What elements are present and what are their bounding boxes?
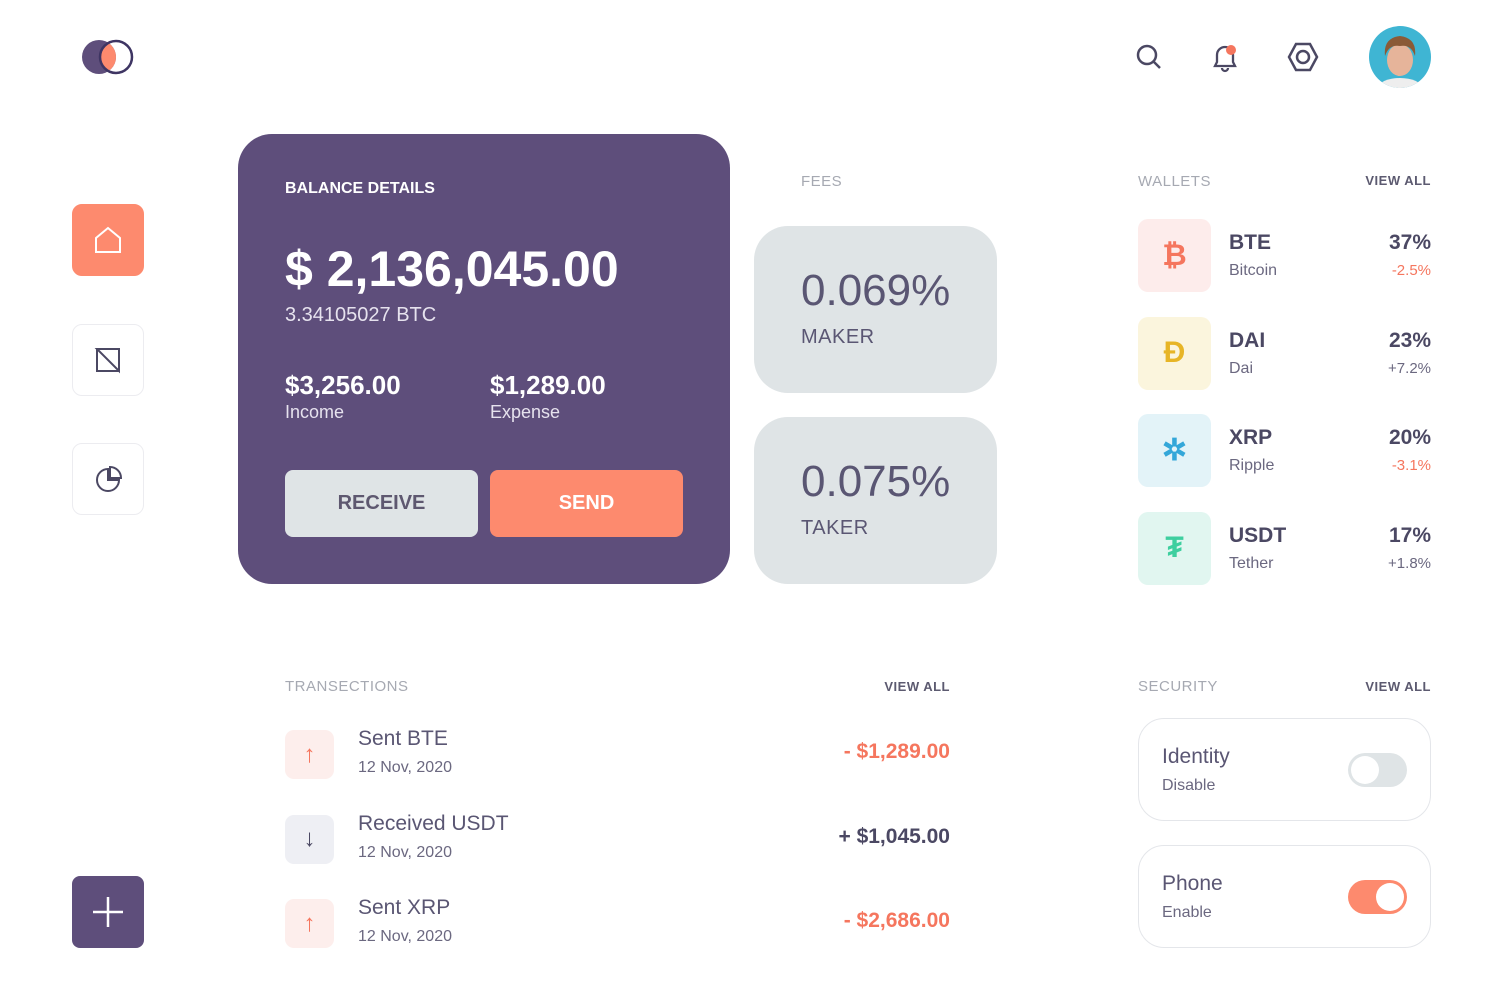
wallet-change: +1.8% [1388,554,1431,572]
security-view-all[interactable]: VIEW ALL [1365,679,1431,694]
home-icon [95,226,121,253]
arrow-up-icon: ↑ [285,899,334,948]
security-toggle[interactable] [1348,753,1407,787]
plus-icon [93,897,123,927]
wallet-symbol: XRP [1229,426,1273,449]
wallet-symbol: USDT [1229,523,1287,547]
transaction-amount: - $1,289.00 [843,740,950,763]
wallet-item[interactable]: Đ DAI Dai 23% +7.2% [1138,316,1431,391]
sidebar-item-analytics[interactable] [72,443,144,515]
xrp-coin-icon: ✲ [1138,414,1211,487]
maker-label: MAKER [801,326,875,348]
sidebar-item-exchange[interactable] [72,324,144,396]
wallet-name: Bitcoin [1229,262,1278,279]
wallet-symbol: DAI [1229,328,1266,352]
security-title: Phone [1162,872,1223,895]
wallet-percent: 23% [1388,328,1431,352]
wallet-change: +7.2% [1388,359,1431,377]
expense-label: Expense [490,402,561,422]
toggle-knob [1351,756,1379,784]
taker-fee-card: 0.075% TAKER [754,417,997,584]
exchange-icon [94,348,120,374]
security-phone-card: Phone Enable [1138,845,1431,948]
security-status: Enable [1162,904,1212,921]
security-toggle[interactable] [1348,880,1407,914]
wallets-view-all[interactable]: VIEW ALL [1365,173,1431,188]
receive-button[interactable]: RECEIVE [285,470,478,537]
expense-value: $1,289.00 [490,370,606,400]
wallet-percent: 20% [1388,426,1431,449]
bte-coin-icon: ₿ [1138,219,1211,292]
balance-card: BALANCE DETAILS $ 2,136,045.00 3.3410502… [238,134,730,584]
transaction-row[interactable]: ↑ Sent XRP 12 Nov, 2020 - $2,686.00 [285,889,950,949]
arrow-up-icon: ↑ [285,730,334,779]
transaction-title: Received USDT [358,811,509,835]
wallet-item[interactable]: ₿ BTE Bitcoin 37% -2.5% [1138,219,1431,293]
wallet-change: -2.5% [1391,262,1431,279]
wallet-item[interactable]: ✲ XRP Ripple 20% -3.1% [1138,414,1431,488]
taker-value: 0.075% [801,457,951,506]
taker-label: TAKER [801,517,869,539]
wallet-percent: 17% [1388,523,1431,547]
balance-label: BALANCE DETAILS [285,180,435,197]
maker-fee-card: 0.069% MAKER [754,226,997,393]
logo [82,39,134,75]
transaction-amount: + $1,045.00 [838,824,950,848]
notification-dot [1226,45,1236,55]
transaction-date: 12 Nov, 2020 [358,759,452,776]
settings-icon[interactable] [1286,40,1320,74]
transactions-title: TRANSECTIONS [285,678,409,695]
wallets-title: WALLETS [1138,173,1211,190]
wallet-name: Ripple [1229,457,1275,474]
sidebar-item-home[interactable] [72,204,144,276]
transaction-amount: - $2,686.00 [843,909,950,932]
wallet-item[interactable]: ₮ USDT Tether 17% +1.8% [1138,511,1431,586]
security-status: Disable [1162,777,1216,794]
wallet-name: Dai [1229,359,1254,377]
security-title: Identity [1162,745,1230,768]
transaction-row[interactable]: ↑ Sent BTE 12 Nov, 2020 - $1,289.00 [285,720,950,780]
balance-btc: 3.34105027 BTC [285,304,437,326]
wallet-name: Tether [1229,554,1274,572]
transaction-title: Sent XRP [358,896,451,919]
wallet-symbol: BTE [1229,231,1271,254]
arrow-down-icon: ↓ [285,814,334,864]
income-value: $3,256.00 [285,370,401,400]
send-button[interactable]: SEND [490,470,683,537]
maker-value: 0.069% [801,266,951,315]
wallet-change: -3.1% [1391,457,1431,474]
usdt-coin-icon: ₮ [1138,511,1211,585]
transaction-row[interactable]: ↓ Received USDT 12 Nov, 2020 + $1,045.00 [285,805,950,865]
pie-chart-icon [96,465,123,492]
add-button[interactable] [72,876,144,948]
transaction-date: 12 Nov, 2020 [358,928,452,945]
transaction-title: Sent BTE [358,727,448,750]
income-label: Income [285,402,345,422]
transaction-date: 12 Nov, 2020 [358,843,452,861]
security-title: SECURITY [1138,678,1218,695]
wallet-percent: 37% [1388,231,1431,254]
fees-title: FEES [801,173,843,190]
search-icon[interactable] [1132,40,1166,74]
avatar[interactable] [1369,26,1431,88]
balance-amount: $ 2,136,045.00 [285,241,619,297]
dai-coin-icon: Đ [1138,316,1211,390]
bell-icon[interactable] [1208,40,1242,74]
transactions-view-all[interactable]: VIEW ALL [884,679,950,694]
security-identity-card: Identity Disable [1138,718,1431,821]
toggle-knob [1376,883,1404,911]
